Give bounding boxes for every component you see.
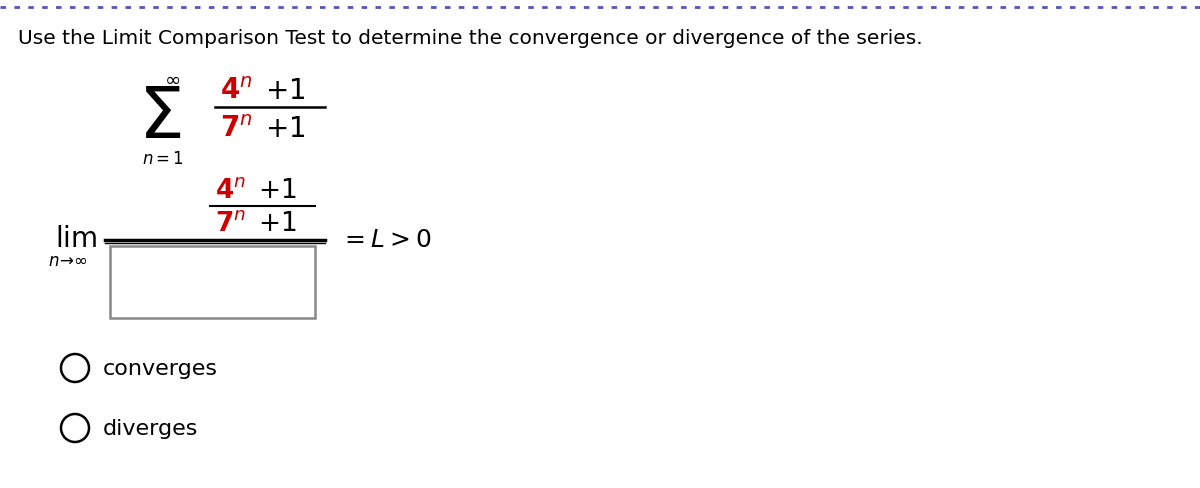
Text: Use the Limit Comparison Test to determine the convergence or divergence of the : Use the Limit Comparison Test to determi…	[18, 29, 923, 48]
Text: $= L > 0$: $= L > 0$	[340, 227, 432, 251]
Text: $\mathrm{lim}$: $\mathrm{lim}$	[55, 224, 97, 252]
Text: $\infty$: $\infty$	[164, 69, 180, 88]
Text: $\mathbf{7}^n$: $\mathbf{7}^n$	[220, 115, 253, 142]
Text: $\mathbf{7}^n$: $\mathbf{7}^n$	[215, 210, 246, 237]
Text: $+ 1$: $+ 1$	[258, 210, 296, 237]
Text: $\Sigma$: $\Sigma$	[138, 84, 181, 153]
Text: $n\!\rightarrow\!\infty$: $n\!\rightarrow\!\infty$	[48, 251, 88, 269]
Text: converges: converges	[103, 358, 218, 378]
Text: $\mathbf{4}^n$: $\mathbf{4}^n$	[220, 77, 253, 105]
Text: $\mathbf{4}^n$: $\mathbf{4}^n$	[215, 178, 246, 203]
Text: diverges: diverges	[103, 418, 198, 438]
Text: $+ 1$: $+ 1$	[258, 178, 296, 203]
Text: $n = 1$: $n = 1$	[142, 150, 184, 168]
Text: $+ 1$: $+ 1$	[265, 77, 305, 105]
Bar	[110, 246, 314, 318]
Text: $+ 1$: $+ 1$	[265, 115, 305, 142]
